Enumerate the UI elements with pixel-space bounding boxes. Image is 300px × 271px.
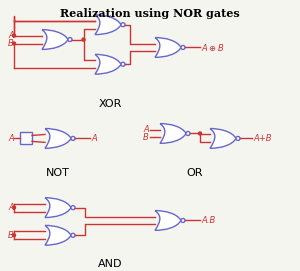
Bar [20, 133, 32, 144]
Circle shape [68, 38, 72, 41]
Circle shape [13, 206, 16, 209]
Text: A: A [8, 203, 14, 212]
Text: B: B [8, 39, 14, 48]
Circle shape [186, 131, 190, 136]
Circle shape [71, 136, 75, 140]
Text: XOR: XOR [98, 99, 122, 109]
PathPatch shape [95, 54, 121, 74]
PathPatch shape [155, 211, 181, 230]
Text: A: A [143, 125, 149, 134]
Text: A: A [8, 134, 14, 143]
PathPatch shape [45, 225, 71, 245]
Circle shape [181, 46, 185, 49]
Circle shape [71, 233, 75, 237]
Text: NOT: NOT [46, 168, 70, 178]
PathPatch shape [155, 38, 181, 57]
PathPatch shape [45, 198, 71, 218]
Circle shape [121, 62, 125, 66]
Circle shape [199, 132, 202, 135]
Text: $A\oplus B$: $A\oplus B$ [201, 42, 225, 53]
Text: A.B: A.B [201, 216, 215, 225]
PathPatch shape [95, 15, 121, 35]
Text: A: A [8, 31, 14, 40]
Text: A+B: A+B [253, 134, 272, 143]
Text: OR: OR [187, 168, 203, 178]
Circle shape [82, 38, 85, 41]
Text: AND: AND [98, 259, 122, 269]
PathPatch shape [210, 128, 236, 148]
Text: A: A [91, 134, 97, 143]
Circle shape [13, 34, 16, 37]
PathPatch shape [42, 30, 68, 49]
PathPatch shape [160, 124, 186, 143]
Text: Realization using NOR gates: Realization using NOR gates [60, 8, 240, 19]
Circle shape [121, 23, 125, 27]
Text: B: B [8, 231, 14, 240]
Circle shape [13, 42, 16, 45]
Circle shape [13, 234, 16, 237]
PathPatch shape [45, 128, 71, 148]
Circle shape [71, 206, 75, 209]
Circle shape [181, 218, 185, 222]
Circle shape [236, 136, 240, 140]
Text: B: B [143, 133, 149, 142]
